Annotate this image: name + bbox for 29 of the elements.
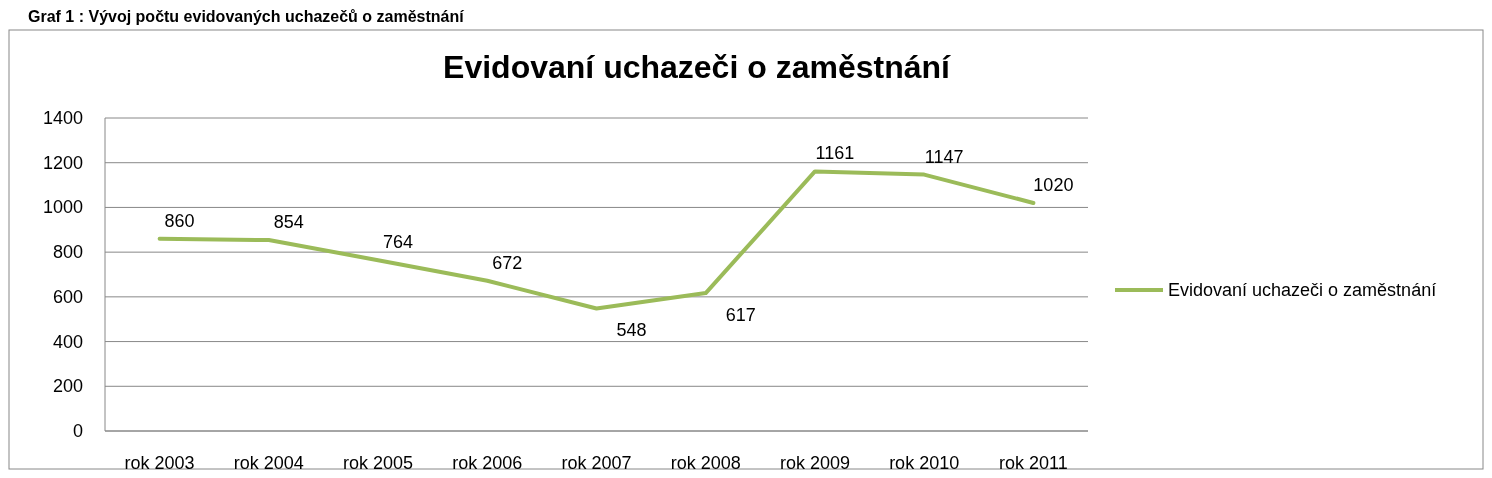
y-tick-label: 1400: [42, 108, 83, 128]
data-label: 854: [273, 212, 304, 233]
legend-label: Evidovaní uchazeči o zaměstnání: [1168, 280, 1437, 300]
data-label: 672: [492, 252, 523, 273]
x-tick-label: rok 2011: [999, 453, 1068, 473]
data-label: 1161: [815, 143, 855, 164]
x-tick-label: rok 2003: [124, 453, 195, 473]
x-tick-label: rok 2009: [779, 453, 850, 473]
text: Graf 1 : Vývoj počtu evidovaných uchazečů o zaměstnání: [28, 8, 465, 25]
data-label: 764: [383, 232, 414, 253]
chart-title: Evidovaní uchazeči o zaměstnání: [443, 49, 952, 85]
data-label: 548: [616, 320, 647, 341]
data-label: 1147: [924, 146, 964, 167]
x-tick-label: rok 2008: [670, 453, 741, 473]
y-tick-label: 1000: [42, 197, 83, 218]
y-tick-label: 400: [52, 331, 83, 352]
x-tick-label: rok 2007: [561, 453, 632, 473]
x-tick-label: rok 2010: [889, 453, 960, 473]
y-tick-label: 0: [72, 421, 83, 441]
y-tick-label: 1200: [42, 152, 83, 173]
x-tick-label: rok 2006: [452, 453, 523, 473]
y-tick-label: 200: [52, 376, 83, 397]
x-tick-label: rok 2005: [343, 453, 414, 473]
data-label: 1020: [1033, 174, 1074, 195]
y-tick-label: 600: [52, 286, 83, 307]
y-tick-label: 800: [52, 242, 83, 263]
x-tick-label: rok 2004: [233, 453, 304, 473]
data-label: 617: [725, 305, 756, 326]
data-label: 860: [164, 210, 195, 231]
